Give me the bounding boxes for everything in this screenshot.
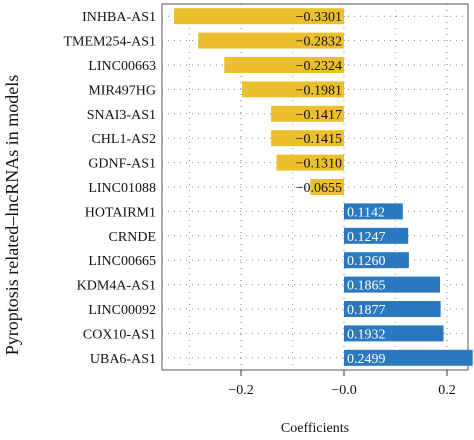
value-label: −0.0655	[296, 181, 342, 196]
category-label: SNAI3-AS1	[87, 108, 156, 123]
bars	[173, 8, 473, 366]
category-label: LINC00665	[88, 254, 156, 269]
value-label: 0.1865	[347, 279, 386, 294]
category-labels: INHBA-AS1 TMEM254-AS1 LINC00663 MIR497HG SNA…	[63, 10, 156, 367]
value-label: 0.1877	[347, 303, 386, 318]
bar-linc00092	[344, 301, 441, 317]
category-label: CHL1-AS2	[91, 132, 156, 147]
value-labels: −0.3301 −0.2832 −0.2324 −0.1981 −0.1417 −0.14…	[296, 10, 386, 367]
category-label: LINC01088	[88, 181, 156, 196]
bar-cox10-as1	[344, 325, 444, 342]
value-label: −0.2324	[296, 59, 342, 74]
category-label: HOTAIRM1	[85, 205, 156, 220]
bar-mir497hg	[241, 81, 344, 98]
x-tick-label: −0.2	[228, 383, 253, 398]
value-label: −0.2832	[296, 35, 342, 50]
category-label: KDM4A-AS1	[77, 279, 156, 294]
bar-hotairm1	[344, 203, 403, 220]
category-label: LINC00092	[88, 303, 156, 318]
category-label: INHBA-AS1	[82, 10, 156, 25]
value-label: 0.1260	[347, 254, 386, 269]
bar-chl1-as2	[271, 130, 344, 147]
value-label: 0.1247	[347, 230, 386, 245]
bar-inhba-as1	[173, 8, 344, 25]
category-label: COX10-AS1	[83, 327, 156, 342]
bar-tmem254-as1	[198, 32, 344, 49]
bar-gdnf-as1	[276, 154, 344, 171]
category-label: TMEM254-AS1	[63, 35, 156, 50]
bar-linc01088	[310, 179, 344, 195]
category-label: MIR497HG	[88, 83, 156, 98]
value-label: −0.1310	[296, 157, 342, 172]
bar-linc00663	[224, 57, 344, 73]
value-label: 0.1142	[347, 205, 385, 220]
value-label: −0.1981	[296, 83, 342, 98]
value-label: −0.3301	[296, 10, 342, 25]
value-label: −0.1415	[296, 132, 342, 147]
bar-uba6-as1	[344, 349, 473, 366]
value-label: 0.1932	[347, 327, 386, 342]
value-label: −0.1417	[296, 108, 342, 123]
category-label: CRNDE	[109, 230, 156, 245]
bar-crnde	[344, 227, 409, 244]
bar-kdm4a-as1	[344, 276, 441, 293]
category-label: LINC00663	[88, 59, 156, 74]
category-label: GDNF-AS1	[88, 157, 156, 172]
x-tick-label: −0.0	[331, 383, 356, 398]
bar-snai3-as1	[271, 105, 344, 122]
value-label: 0.2499	[347, 352, 386, 367]
x-axis: −0.2 −0.0 0.2	[228, 370, 456, 398]
bar-linc00665	[344, 252, 409, 269]
x-tick-label: 0.2	[438, 383, 456, 398]
category-label: UBA6-AS1	[90, 352, 156, 367]
x-axis-title: Coefficients	[281, 421, 349, 436]
y-axis-title: Pyroptosis related–lncRNAs in models	[2, 75, 22, 355]
